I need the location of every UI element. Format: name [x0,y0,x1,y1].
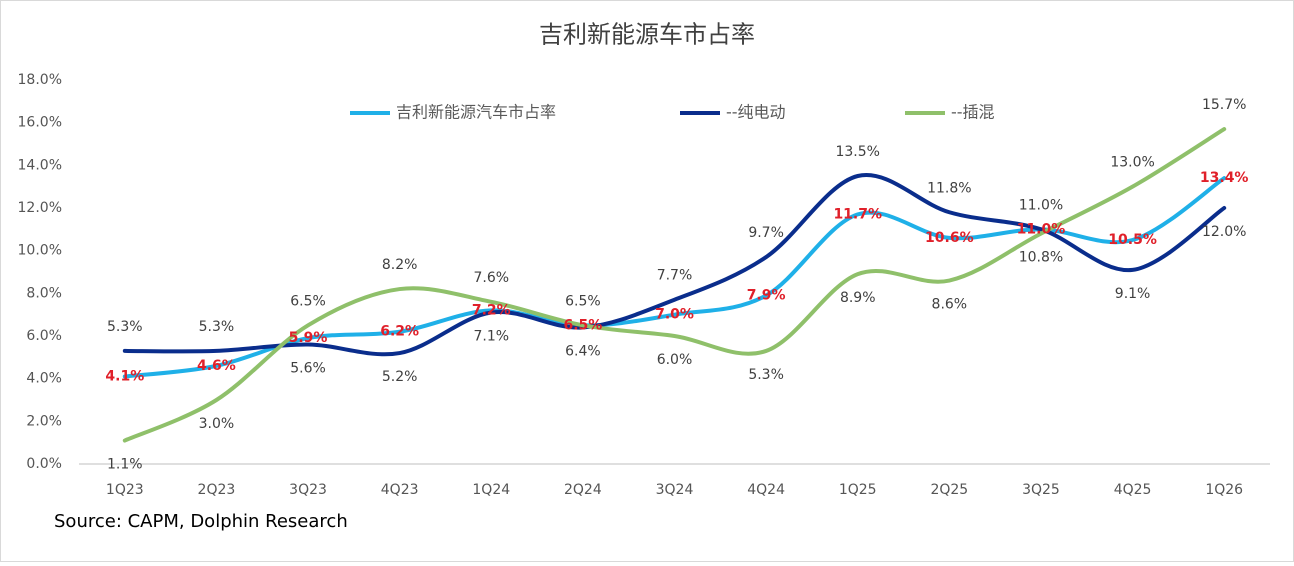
data-label: 11.0% [1017,221,1066,237]
x-tick-label: 2Q25 [930,482,968,498]
y-tick-label: 8.0% [26,285,62,301]
data-label: 15.7% [1202,97,1246,113]
data-label: 4.6% [197,358,236,374]
data-label: 7.1% [473,329,509,345]
x-tick-label: 1Q24 [472,482,510,498]
y-tick-label: 0.0% [26,456,62,472]
data-label: 8.9% [840,290,876,306]
legend-label: --纯电动 [726,103,786,122]
x-tick-label: 4Q24 [747,482,785,498]
data-label: 5.3% [199,319,235,335]
data-label: 4.1% [105,369,144,385]
legend-label: --插混 [951,103,995,122]
data-label: 8.2% [382,257,418,273]
data-label: 11.8% [927,180,971,196]
data-label: 5.2% [382,369,418,385]
y-tick-label: 14.0% [18,157,62,173]
data-label: 10.6% [925,230,974,246]
y-tick-label: 16.0% [18,115,62,131]
x-tick-label: 2Q23 [198,482,236,498]
data-label: 12.0% [1202,224,1246,240]
data-label: 3.0% [199,416,235,432]
data-label: 6.5% [565,293,601,309]
x-tick-label: 1Q26 [1205,482,1243,498]
y-tick-label: 10.0% [18,243,62,259]
series-line [122,172,1227,357]
data-label: 9.1% [1115,286,1151,302]
y-tick-label: 4.0% [26,371,62,387]
data-label: 9.7% [748,225,784,241]
data-label: 11.0% [1019,197,1063,213]
data-label: 1.1% [107,457,143,473]
data-label: 10.5% [1108,232,1157,248]
data-label: 5.3% [107,319,143,335]
data-label: 10.8% [1019,250,1063,266]
legend-label: 吉利新能源汽车市占率 [396,103,556,122]
x-tick-label: 4Q25 [1114,482,1152,498]
data-label: 7.2% [472,302,511,318]
data-label: 5.6% [290,361,326,377]
data-label: 7.0% [655,307,694,323]
y-tick-label: 2.0% [26,413,62,429]
data-label: 6.0% [657,352,693,368]
x-tick-label: 3Q23 [289,482,327,498]
x-tick-label: 1Q23 [106,482,144,498]
series-line [122,127,1227,443]
y-tick-label: 12.0% [18,200,62,216]
data-label: 6.5% [563,317,602,333]
data-label: 11.7% [833,206,882,222]
data-label: 7.7% [657,268,693,284]
source: Source: CAPM, Dolphin Research [54,511,348,532]
data-label: 5.3% [748,367,784,383]
y-tick-label: 6.0% [26,328,62,344]
data-label: 6.5% [290,293,326,309]
data-label: 13.0% [1110,155,1154,171]
y-tick-label: 18.0% [18,72,62,88]
data-label: 7.9% [747,287,786,303]
x-tick-label: 2Q24 [564,482,602,498]
x-tick-label: 3Q25 [1022,482,1060,498]
data-label: 8.6% [932,297,968,313]
data-label: 5.9% [289,330,328,346]
data-label: 6.4% [565,343,601,359]
x-tick-label: 4Q23 [381,482,419,498]
x-tick-label: 1Q25 [839,482,877,498]
data-label: 6.2% [380,324,419,340]
data-label: 13.4% [1200,170,1249,186]
x-tick-label: 3Q24 [656,482,694,498]
data-label: 13.5% [835,144,879,160]
data-label: 7.6% [473,270,509,286]
chart-title: 吉利新能源车市占率 [539,21,755,49]
